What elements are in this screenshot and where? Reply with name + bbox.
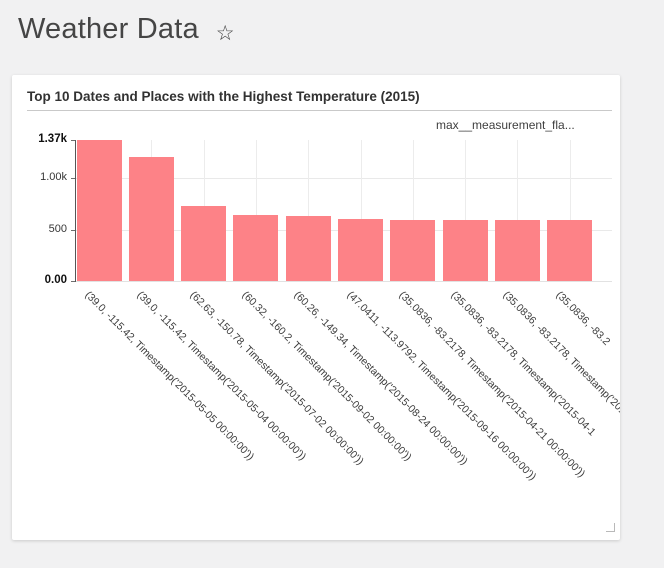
chart-card: Top 10 Dates and Places with the Highest… bbox=[12, 75, 620, 540]
plot-area: (39.0, -115.42, Timestamp('2015-05-05 00… bbox=[12, 75, 620, 540]
y-axis-tick bbox=[71, 178, 75, 180]
y-axis-tick bbox=[71, 140, 75, 141]
x-axis-line bbox=[75, 281, 612, 282]
title-divider bbox=[27, 110, 612, 111]
chart-legend-item[interactable]: max__measurement_fla... bbox=[421, 117, 575, 133]
resize-handle-icon[interactable] bbox=[606, 523, 615, 532]
x-axis-label: (62.63, -150.78, Timestamp('2015-07-02 0… bbox=[187, 289, 366, 468]
y-axis-label: 0.00 bbox=[44, 274, 67, 286]
bar[interactable] bbox=[442, 220, 488, 281]
y-axis-label: 500 bbox=[48, 222, 67, 235]
bar[interactable] bbox=[128, 157, 174, 281]
y-axis-label: 1.00k bbox=[40, 171, 67, 184]
x-axis-label: (60.26, -149.34, Timestamp('2015-08-24 0… bbox=[291, 289, 471, 468]
v-gridline bbox=[255, 140, 257, 281]
v-gridline bbox=[517, 140, 519, 281]
y-axis-label: 1.37k bbox=[38, 133, 67, 145]
y-axis-tick bbox=[71, 281, 75, 282]
bar[interactable] bbox=[338, 219, 383, 281]
v-gridline bbox=[412, 140, 414, 281]
legend-label: max__measurement_fla... bbox=[436, 118, 575, 132]
bar[interactable] bbox=[233, 215, 279, 281]
bar[interactable] bbox=[76, 140, 122, 281]
v-gridline bbox=[569, 140, 571, 281]
bar[interactable] bbox=[285, 216, 331, 281]
favorite-star-icon[interactable]: ☆ bbox=[215, 21, 235, 45]
x-axis-label: (35.0836, -83.2 bbox=[553, 289, 613, 348]
v-gridline bbox=[308, 140, 310, 281]
v-gridline bbox=[465, 140, 467, 281]
y-axis-line bbox=[75, 140, 76, 282]
x-axis-label: (35.0836, -83.2178, Timestamp('2015-04-2… bbox=[396, 289, 588, 480]
x-axis-label: (47.0411, -113.9792, Timestamp('2015-09-… bbox=[344, 289, 538, 483]
bar[interactable] bbox=[547, 220, 593, 281]
bar[interactable] bbox=[181, 206, 227, 281]
chart-title: Top 10 Dates and Places with the Highest… bbox=[27, 89, 420, 104]
page-title: Weather Data bbox=[18, 13, 199, 45]
bar[interactable] bbox=[390, 219, 436, 281]
page-header: Weather Data ☆ bbox=[0, 0, 664, 46]
y-axis-tick bbox=[71, 229, 75, 231]
bar[interactable] bbox=[494, 220, 540, 281]
v-gridline bbox=[360, 140, 362, 281]
h-gridline bbox=[75, 178, 612, 180]
